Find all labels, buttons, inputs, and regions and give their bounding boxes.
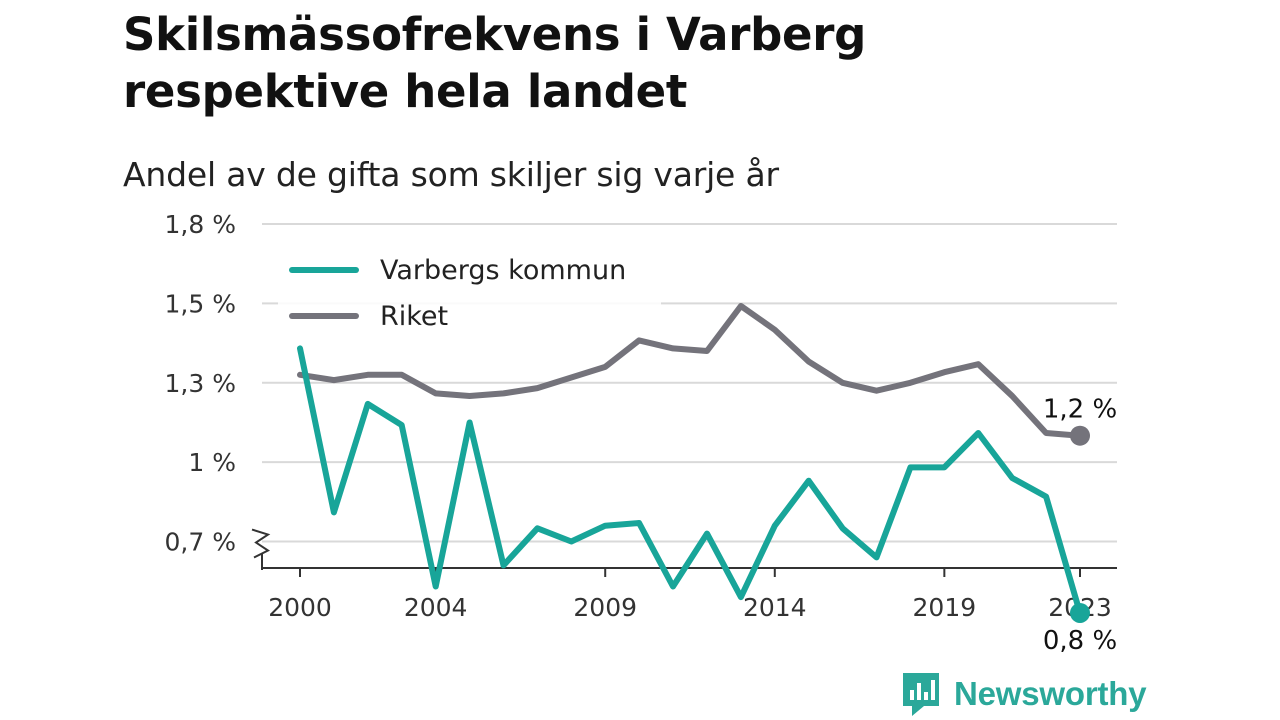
y-axis-break-icon <box>251 528 271 559</box>
data-point <box>637 521 641 525</box>
x-tick-label: 2014 <box>743 593 807 622</box>
data-point <box>434 391 438 395</box>
data-point <box>875 389 879 393</box>
data-point <box>807 360 811 364</box>
data-point <box>908 465 912 469</box>
y-tick-label: 0,7 % <box>165 528 236 557</box>
data-point <box>671 346 675 350</box>
data-point <box>1010 394 1014 398</box>
end-value-label: 1,2 % <box>1043 395 1117 425</box>
chart-title: Skilsmässofrekvens i Varberg respektive … <box>123 6 1123 120</box>
y-tick-label: 1,5 % <box>165 289 236 318</box>
title-line-1: Skilsmässofrekvens i Varberg <box>123 8 867 61</box>
data-point <box>908 381 912 385</box>
y-tick-label: 1 % <box>188 448 236 477</box>
x-tick-label: 2000 <box>268 593 332 622</box>
chart-subtitle: Andel av de gifta som skiljer sig varje … <box>123 155 779 194</box>
series-line-riket <box>297 303 1083 439</box>
data-point <box>671 585 675 589</box>
x-tick-label: 2019 <box>913 593 977 622</box>
data-point <box>807 479 811 483</box>
data-point <box>400 423 404 427</box>
data-point <box>468 420 472 424</box>
data-point <box>976 431 980 435</box>
data-point <box>468 394 472 398</box>
data-point <box>942 465 946 469</box>
series-line-varberg <box>297 345 1083 616</box>
data-point <box>875 555 879 559</box>
data-point <box>1044 495 1048 499</box>
data-point <box>400 373 404 377</box>
data-point <box>501 391 505 395</box>
newsworthy-logo-icon <box>903 673 939 716</box>
legend-background <box>278 240 661 336</box>
data-point <box>332 510 336 514</box>
legend-label: Riket <box>380 301 448 332</box>
data-point <box>705 349 709 353</box>
x-tick-label: 2009 <box>573 593 637 622</box>
title-line-2: respektive hela landet <box>123 65 688 118</box>
data-point <box>569 375 573 379</box>
data-point <box>298 373 302 377</box>
brand-logo: Newsworthy <box>900 670 1147 718</box>
data-point <box>942 370 946 374</box>
data-point <box>332 378 336 382</box>
data-point <box>705 532 709 536</box>
brand-name: Newsworthy <box>954 675 1147 712</box>
data-point <box>976 362 980 366</box>
data-point <box>366 373 370 377</box>
data-point <box>841 381 845 385</box>
data-point <box>501 563 505 567</box>
data-point <box>434 585 438 589</box>
data-point <box>841 526 845 530</box>
data-point <box>298 346 302 350</box>
y-tick-label: 1,8 % <box>165 210 236 239</box>
data-point <box>1044 431 1048 435</box>
data-point <box>569 540 573 544</box>
data-point <box>366 402 370 406</box>
data-point <box>773 524 777 528</box>
end-value-label: 0,8 % <box>1043 626 1117 656</box>
data-point <box>603 365 607 369</box>
data-point <box>603 524 607 528</box>
end-marker <box>1070 602 1090 623</box>
y-tick-label: 1,3 % <box>165 369 236 398</box>
data-point <box>535 526 539 530</box>
data-point <box>535 386 539 390</box>
data-point <box>739 304 743 308</box>
data-point <box>1010 476 1014 480</box>
data-point <box>773 328 777 332</box>
legend-label: Varbergs kommun <box>380 255 626 286</box>
end-marker <box>1070 425 1090 446</box>
data-point <box>637 338 641 342</box>
x-tick-label: 2004 <box>404 593 468 622</box>
data-point <box>739 595 743 599</box>
